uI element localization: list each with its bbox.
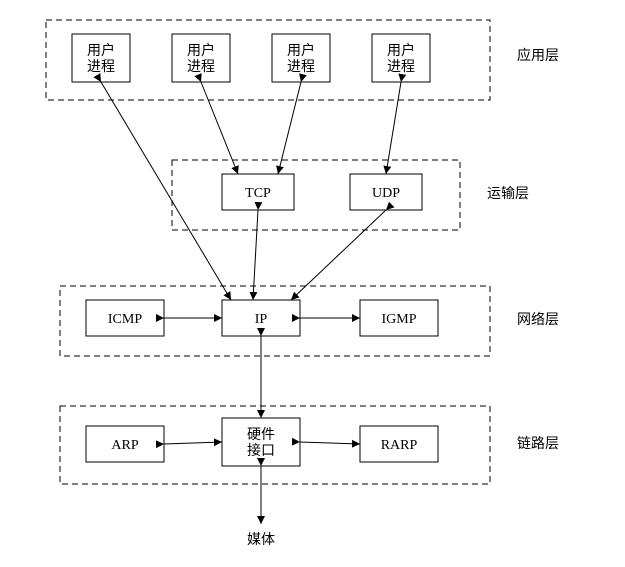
node-text-u4-0: 用户: [387, 42, 415, 59]
node-text-udp-0: UDP: [372, 186, 400, 201]
edge-0: [101, 82, 231, 300]
node-text-rarp-0: RARP: [381, 438, 418, 453]
node-text-igmp-0: IGMP: [381, 312, 416, 327]
node-text-tcp-0: TCP: [245, 186, 271, 201]
node-text-u3-1: 进程: [287, 59, 315, 75]
node-text-u1-0: 用户: [87, 42, 115, 59]
node-text-u2-1: 进程: [187, 59, 215, 75]
layer-label-link: 链路层: [517, 436, 559, 452]
layer-label-trans: 运输层: [487, 186, 529, 202]
layer-label-app: 应用层: [517, 47, 559, 64]
node-text-arp-0: ARP: [111, 438, 138, 453]
protocol-stack-diagram: 应用层运输层网络层链路层用户进程用户进程用户进程用户进程TCPUDPICMPIP…: [0, 0, 625, 567]
edge-9: [164, 442, 222, 444]
node-text-ip-0: IP: [255, 312, 268, 327]
node-text-u3-0: 用户: [287, 42, 315, 59]
edge-10: [300, 442, 360, 444]
node-text-hw-1: 接口: [247, 442, 275, 459]
node-text-icmp-0: ICMP: [108, 312, 142, 327]
node-text-hw-0: 硬件: [247, 427, 275, 443]
layer-label-net: 网络层: [517, 312, 559, 328]
media-label: 媒体: [247, 532, 275, 548]
node-text-u1-1: 进程: [87, 59, 115, 75]
node-text-u2-0: 用户: [187, 42, 215, 59]
node-text-u4-1: 进程: [387, 59, 415, 75]
